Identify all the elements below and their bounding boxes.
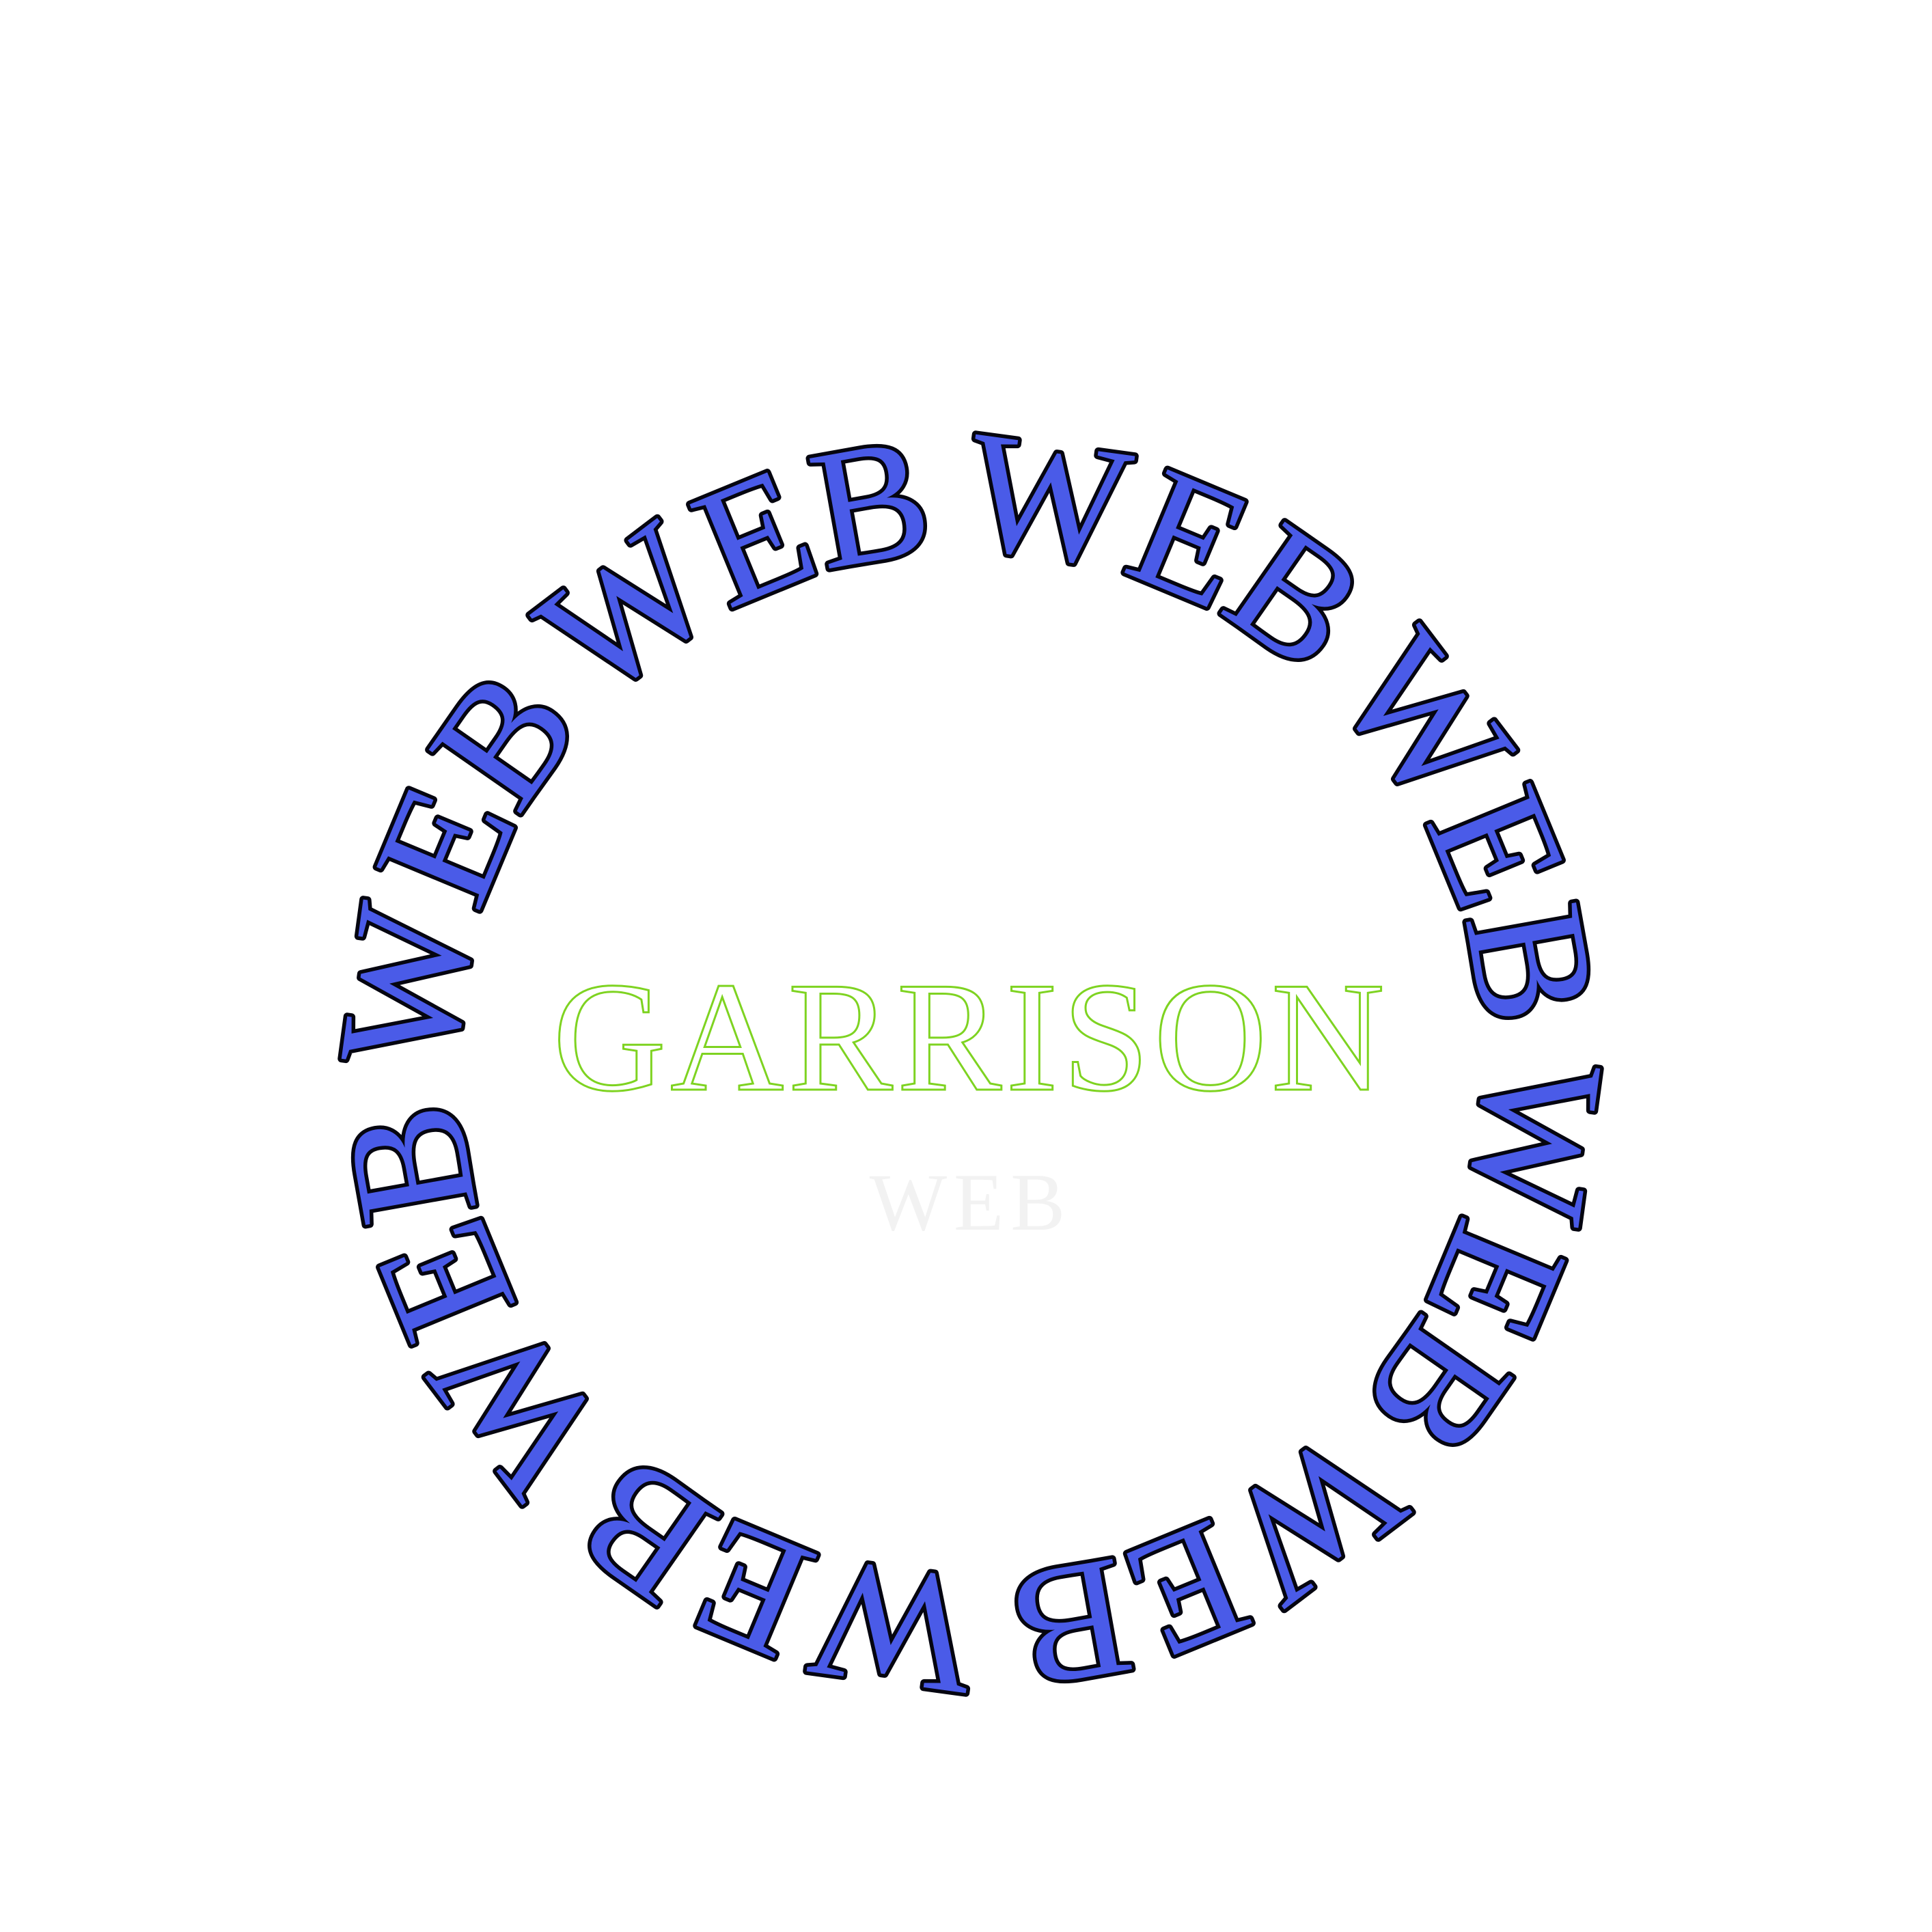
ring-word-text: WEB: [995, 1390, 1440, 1731]
ring-word-text: WEB: [952, 391, 1400, 710]
logo-subtitle: WEB: [870, 1157, 1073, 1247]
logo-title: GARRISON: [553, 950, 1389, 1124]
ring-word: WEB: [544, 1421, 986, 1733]
ring-word: WEB: [307, 1091, 641, 1529]
ring-word-text: WEB: [501, 396, 947, 738]
ring-word-text: WEB: [303, 1088, 645, 1533]
ring-word: WEB: [998, 1393, 1436, 1727]
ring-word: WEB: [955, 395, 1396, 706]
ring-word-text: WEB: [541, 1417, 990, 1736]
ring-word: WEB: [505, 400, 943, 734]
